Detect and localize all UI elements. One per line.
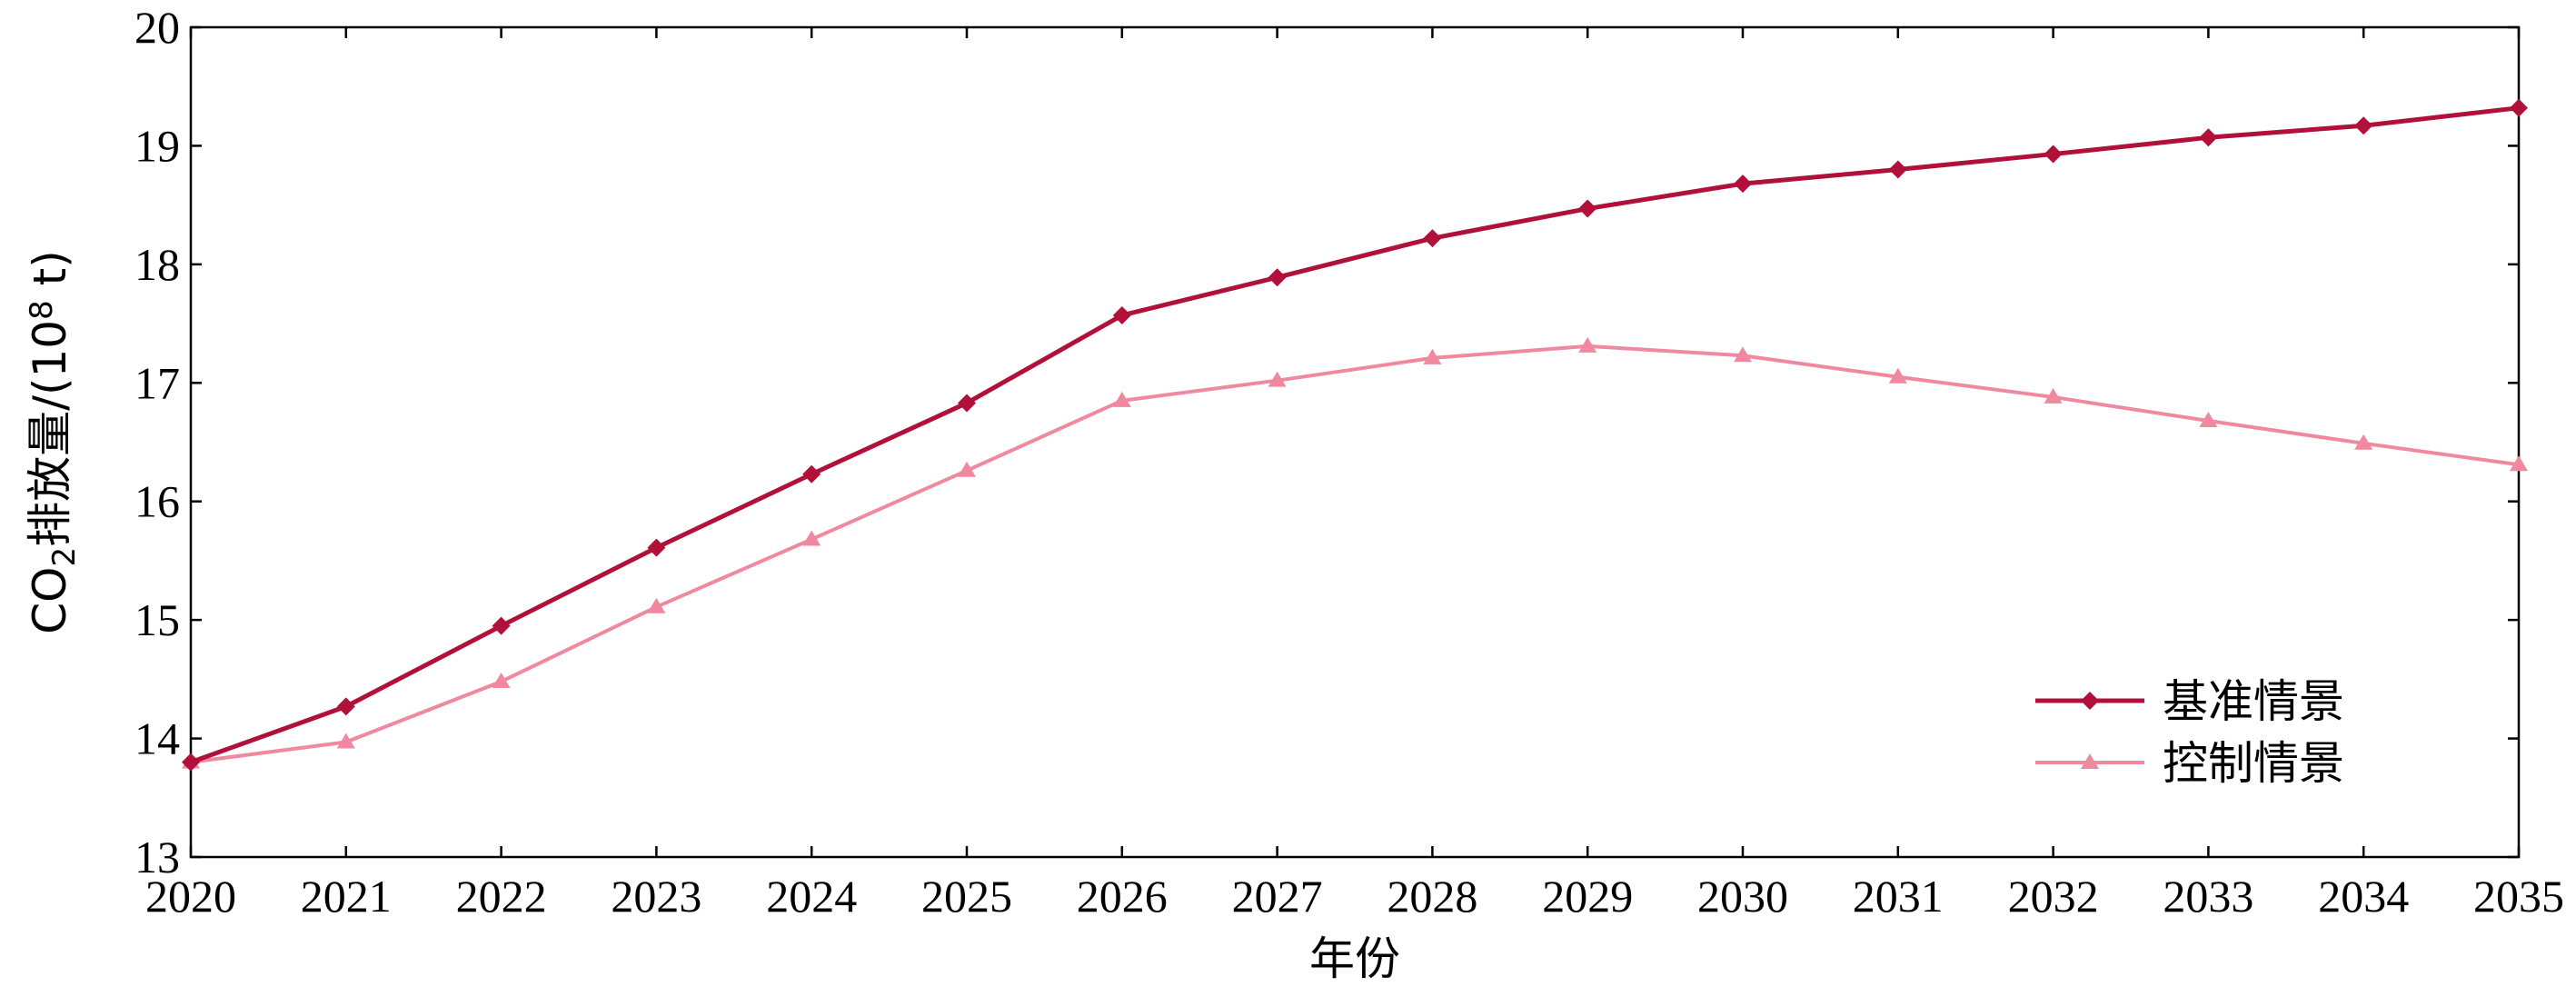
data-point: [492, 672, 511, 688]
x-tick-label: 2034: [2318, 871, 2409, 922]
data-point: [492, 616, 511, 635]
x-tick-label: 2033: [2163, 871, 2253, 922]
x-tick-label: 2028: [1387, 871, 1477, 922]
data-point: [2510, 98, 2528, 117]
x-tick-label: 2022: [456, 871, 547, 922]
y-tick-label: 17: [134, 357, 180, 408]
y-tick-label: 20: [134, 2, 180, 53]
data-point: [958, 461, 976, 477]
data-point: [2044, 387, 2063, 404]
y-axis-title-subscript: 2: [46, 547, 83, 567]
data-point: [1888, 160, 1907, 179]
data-point: [802, 464, 821, 484]
data-point: [1734, 174, 1752, 194]
data-point: [1734, 346, 1752, 363]
x-tick-label: 2029: [1542, 871, 1633, 922]
y-tick-label: 15: [134, 594, 180, 645]
x-tick-label: 2030: [1697, 871, 1788, 922]
legend-label: 控制情景: [2163, 737, 2344, 790]
data-point: [1268, 268, 1287, 287]
y-tick-label: 19: [134, 120, 180, 171]
data-point: [1423, 348, 1442, 364]
x-tick-label: 2021: [301, 871, 392, 922]
data-point: [1112, 391, 1131, 407]
data-point: [2510, 455, 2528, 472]
y-axis-title-suffix: t): [24, 250, 76, 300]
data-point: [2199, 128, 2218, 147]
data-point: [2199, 412, 2218, 428]
data-point: [2354, 116, 2373, 135]
x-tick-label: 2032: [2008, 871, 2099, 922]
data-point: [647, 597, 666, 613]
data-point: [1423, 229, 1442, 248]
plot-frame: [189, 25, 2521, 859]
x-tick-label: 2031: [1853, 871, 1944, 922]
data-point: [1888, 367, 1907, 384]
series-line: [190, 344, 2520, 764]
x-tick-label: 2035: [2473, 871, 2564, 922]
x-tick-label: 2020: [145, 871, 236, 922]
x-tick-label: 2026: [1077, 871, 1168, 922]
legend-item-0: 基准情景: [2035, 675, 2344, 728]
y-axis-title-superscript: 8: [24, 300, 60, 320]
x-axis-title: 年份: [1309, 932, 1400, 985]
legend-item-1: 控制情景: [2035, 737, 2344, 790]
data-point: [1578, 199, 1597, 218]
data-point: [2354, 434, 2373, 450]
data-point: [802, 530, 821, 546]
data-point: [958, 394, 976, 413]
y-tick-label: 16: [134, 476, 180, 527]
x-tick-label: 2023: [611, 871, 701, 922]
series-0: [182, 98, 2528, 772]
legend-swatch-marker: [2081, 692, 2099, 710]
y-tick-label: 13: [134, 832, 180, 882]
data-point: [2044, 145, 2063, 164]
data-point: [336, 733, 355, 749]
legend-label: 基准情景: [2163, 675, 2344, 728]
legend-swatch-marker: [2081, 753, 2099, 769]
data-point: [1578, 336, 1597, 353]
x-tick-label: 2024: [766, 871, 857, 922]
data-point: [647, 538, 666, 557]
data-point: [1268, 371, 1287, 387]
series-1: [182, 336, 2528, 769]
x-tick-label: 2027: [1232, 871, 1323, 922]
series-layer: [182, 98, 2528, 772]
y-axis-title-middle: 排放量/(10: [24, 320, 76, 547]
data-point: [336, 697, 355, 716]
y-tick-label: 14: [134, 713, 180, 764]
series-line: [190, 105, 2520, 765]
data-point: [1112, 305, 1131, 324]
x-tick-label: 2025: [921, 871, 1012, 922]
y-axis-title-prefix: CO: [24, 567, 76, 634]
y-tick-label: 18: [134, 239, 180, 290]
data-point: [182, 753, 200, 772]
y-axis-title: CO2排放量/(108 t): [24, 250, 83, 634]
